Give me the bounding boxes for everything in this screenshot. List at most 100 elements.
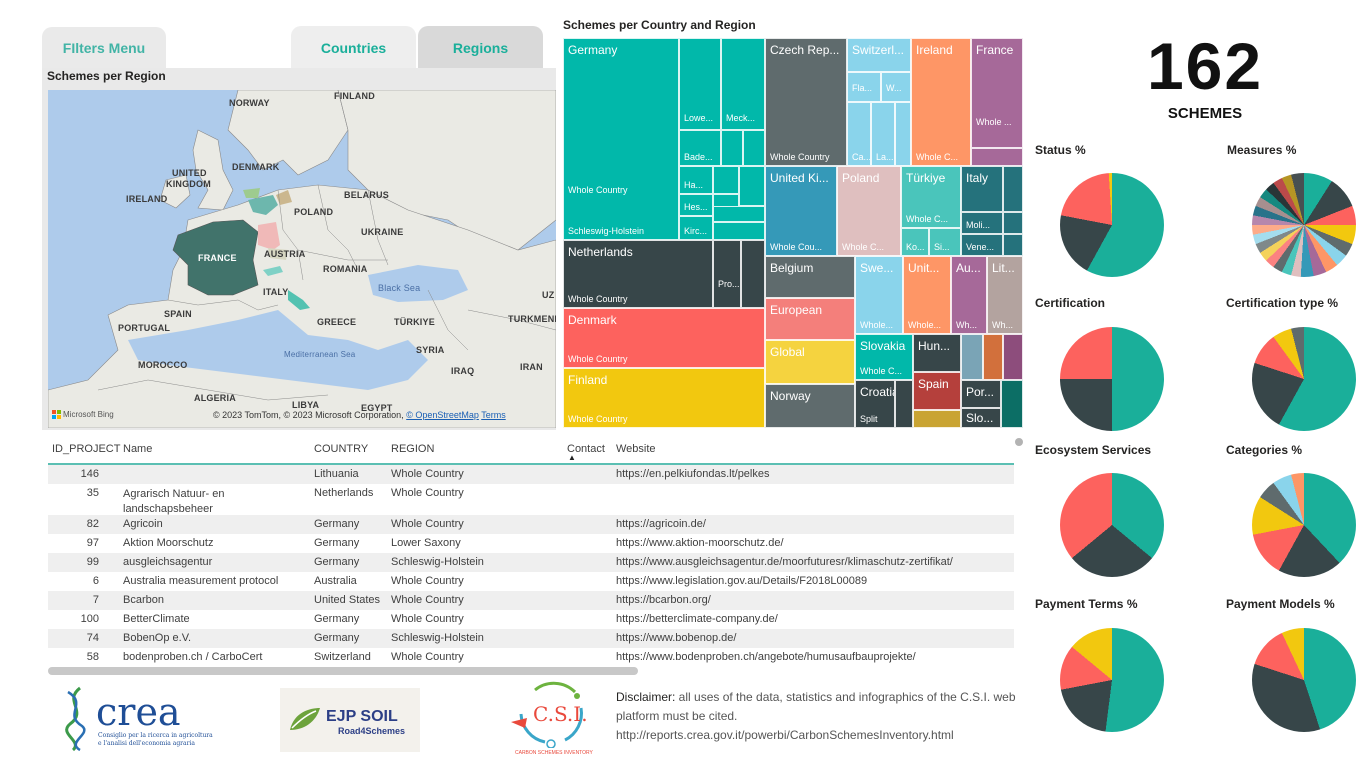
treemap-cell-uk[interactable]: United Ki... Whole Cou... (765, 166, 837, 256)
col-header-id[interactable]: ID_PROJECT (52, 443, 121, 455)
treemap-cell-fr-small[interactable] (971, 148, 1023, 166)
treemap-cell-ch-small[interactable] (895, 102, 911, 166)
tab-countries[interactable]: Countries (291, 26, 416, 70)
treemap-cell-vene[interactable]: Vene... (961, 234, 1003, 256)
table-vertical-scrollbar[interactable] (1015, 438, 1023, 446)
ecosystem-services-pie[interactable] (1060, 473, 1164, 577)
treemap-cell-european[interactable]: European (765, 298, 855, 340)
payment-terms-pie[interactable] (1060, 628, 1164, 732)
treemap-cell-small[interactable] (1001, 380, 1023, 428)
treemap-cell-czech[interactable]: Czech Rep... Whole Country (765, 38, 847, 166)
cell-website[interactable]: https://en.pelkiufondas.lt/pelkes (616, 468, 770, 480)
treemap-cell-lit[interactable]: Lit... Wh... (987, 256, 1023, 334)
treemap-cell-ger-small[interactable] (721, 130, 743, 166)
cell-website[interactable]: https://www.ausgleichsagentur.de/moorfut… (616, 556, 953, 568)
treemap-cell-small[interactable] (913, 410, 961, 428)
cell-website[interactable]: https://www.bobenop.de/ (616, 632, 737, 644)
payment-models-pie[interactable] (1252, 628, 1356, 732)
treemap-cell-hes[interactable]: Hes... (679, 194, 713, 216)
treemap-cell-hun[interactable]: Hun... (913, 334, 961, 372)
treemap-cell-kirc[interactable]: Kirc... (679, 216, 713, 240)
disclaimer-url[interactable]: http://reports.crea.gov.it/powerbi/Carbo… (616, 728, 954, 742)
tab-regions[interactable]: Regions (418, 26, 543, 70)
treemap-cell-switzerland[interactable]: Switzerl... (847, 38, 911, 72)
col-header-country[interactable]: COUNTRY (314, 443, 369, 455)
treemap-cell-sweden[interactable]: Swe... Whole... (855, 256, 903, 334)
treemap-cell-croatia[interactable]: Croatia Split (855, 380, 895, 428)
treemap-cell-ger-small[interactable] (713, 222, 765, 240)
col-header-name[interactable]: Name (123, 443, 153, 455)
table-row[interactable]: 74 BobenOp e.V. Germany Schleswig-Holstein h… (48, 629, 1014, 648)
treemap-cell-ireland[interactable]: Ireland Whole C... (911, 38, 971, 166)
treemap-cell-slo[interactable]: Slo... (961, 408, 1001, 428)
treemap-cell-si[interactable]: Si... (929, 228, 961, 256)
treemap-cell-slovakia[interactable]: Slovakia Whole C... (855, 334, 913, 380)
table-row[interactable]: 99 ausgleichsagentur Germany Schleswig-Hols… (48, 553, 1014, 572)
treemap-cell-finland[interactable]: Finland Whole Country (563, 368, 765, 428)
treemap-cell-norway[interactable]: Norway (765, 384, 855, 428)
treemap-cell-it-small[interactable] (1003, 234, 1023, 256)
filters-menu-tab[interactable]: FIlters Menu (42, 27, 166, 69)
treemap-cell-belgium[interactable]: Belgium (765, 256, 855, 298)
treemap-cell-global[interactable]: Global (765, 340, 855, 384)
treemap-cell-meck[interactable]: Meck... (721, 38, 765, 130)
table-row[interactable]: 58 bodenproben.ch / CarboCert Switzerland W… (48, 648, 1014, 667)
table-row[interactable]: 35 Agrarisch Natuur- en landschapsbeheer N… (48, 484, 1014, 515)
sort-ascending-icon[interactable]: ▲ (568, 453, 576, 462)
treemap-cell-small[interactable] (1003, 334, 1023, 380)
treemap-cell-small[interactable] (961, 334, 983, 380)
treemap-cell-it-small[interactable] (1003, 166, 1023, 212)
treemap-cell-poland[interactable]: Poland Whole C... (837, 166, 901, 256)
treemap-cell-ger-small[interactable] (739, 166, 765, 206)
treemap-cell-netherlands[interactable]: Netherlands Whole Country (563, 240, 713, 308)
treemap-cell-por[interactable]: Por... (961, 380, 1001, 408)
col-header-region[interactable]: REGION (391, 443, 435, 455)
treemap-cell-ko[interactable]: Ko... (901, 228, 929, 256)
table-row[interactable]: 146 Lithuania Whole Country https://en.pelk… (48, 465, 1014, 484)
categories-pie[interactable] (1252, 473, 1356, 577)
cell-website[interactable]: https://betterclimate-company.de/ (616, 613, 778, 625)
treemap-cell-ha[interactable]: Ha... (679, 166, 713, 194)
treemap-cell-fla[interactable]: Fla... (847, 72, 881, 102)
terms-link[interactable]: Terms (481, 410, 506, 420)
col-header-contact[interactable]: Contact (567, 443, 605, 455)
status-pie[interactable] (1060, 173, 1164, 277)
certification-pie[interactable] (1060, 327, 1164, 431)
measures-pie[interactable] (1252, 173, 1356, 277)
treemap-cell-au[interactable]: Au... Wh... (951, 256, 987, 334)
region-map[interactable]: NORWAY FINLAND UNITED KINGDOM DENMARK IR… (48, 90, 556, 428)
treemap[interactable]: Germany Whole Country Schleswig-Holstein… (563, 38, 1023, 428)
treemap-cell-bade[interactable]: Bade... (679, 130, 721, 166)
certification-type-pie[interactable] (1252, 327, 1356, 431)
treemap-cell-it-small[interactable] (1003, 212, 1023, 234)
col-header-website[interactable]: Website (616, 443, 656, 455)
treemap-cell-ca[interactable]: Ca... (847, 102, 871, 166)
treemap-cell-ger-small[interactable] (743, 130, 765, 166)
treemap-cell-denmark[interactable]: Denmark Whole Country (563, 308, 765, 368)
cell-website[interactable]: https://bcarbon.org/ (616, 594, 711, 606)
table-row[interactable]: 82 Agricoin Germany Whole Country https://ag… (48, 515, 1014, 534)
treemap-cell-italy[interactable]: Italy (961, 166, 1003, 212)
cell-website[interactable]: https://www.legislation.gov.au/Details/F… (616, 575, 868, 587)
treemap-cell-unit[interactable]: Unit... Whole... (903, 256, 951, 334)
treemap-cell-small[interactable] (983, 334, 1003, 380)
table-row[interactable]: 97 Aktion Moorschutz Germany Lower Saxony ht… (48, 534, 1014, 553)
treemap-cell-la[interactable]: La... (871, 102, 895, 166)
treemap-cell-small[interactable] (895, 380, 913, 428)
treemap-cell-spain[interactable]: Spain (913, 372, 961, 410)
treemap-cell-nl-pro[interactable]: Pro... (713, 240, 741, 308)
schemes-table[interactable]: ID_PROJECT Name COUNTRY REGION Contact W… (48, 438, 1014, 667)
treemap-cell-lowe[interactable]: Lowe... (679, 38, 721, 130)
treemap-cell-france[interactable]: France Whole ... (971, 38, 1023, 148)
treemap-cell-germany[interactable]: Germany Whole Country Schleswig-Holstein (563, 38, 679, 240)
treemap-cell-ger-small[interactable] (713, 206, 765, 222)
table-row[interactable]: 100 BetterClimate Germany Whole Country http… (48, 610, 1014, 629)
cell-website[interactable]: https://www.aktion-moorschutz.de/ (616, 537, 784, 549)
table-row[interactable]: 6 Australia measurement protocol Australia… (48, 572, 1014, 591)
osm-link[interactable]: © OpenStreetMap (406, 410, 479, 420)
table-row[interactable]: 7 Bcarbon United States Whole Country https:… (48, 591, 1014, 610)
treemap-cell-nl-small[interactable] (741, 240, 765, 308)
treemap-cell-turkiye[interactable]: Türkiye Whole C... (901, 166, 961, 228)
treemap-cell-ger-small[interactable] (713, 166, 739, 194)
treemap-cell-w[interactable]: W... (881, 72, 911, 102)
